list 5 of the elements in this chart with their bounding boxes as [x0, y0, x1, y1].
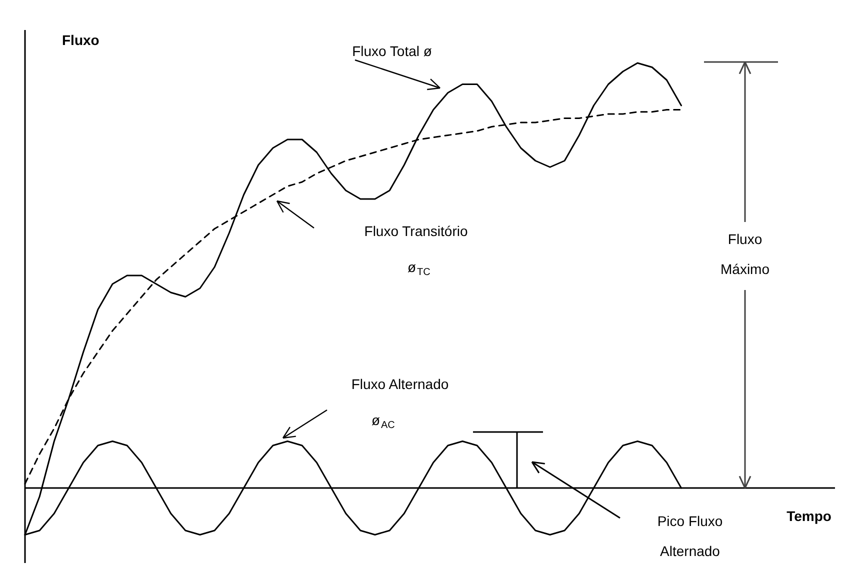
y-axis-title: Fluxo — [62, 32, 100, 48]
annotation: Pico Fluxo Alternado — [657, 513, 723, 559]
text: Fluxo Máximo — [720, 231, 770, 277]
text: Tempo — [786, 508, 832, 524]
text: Fluxo Total ø — [352, 43, 432, 59]
